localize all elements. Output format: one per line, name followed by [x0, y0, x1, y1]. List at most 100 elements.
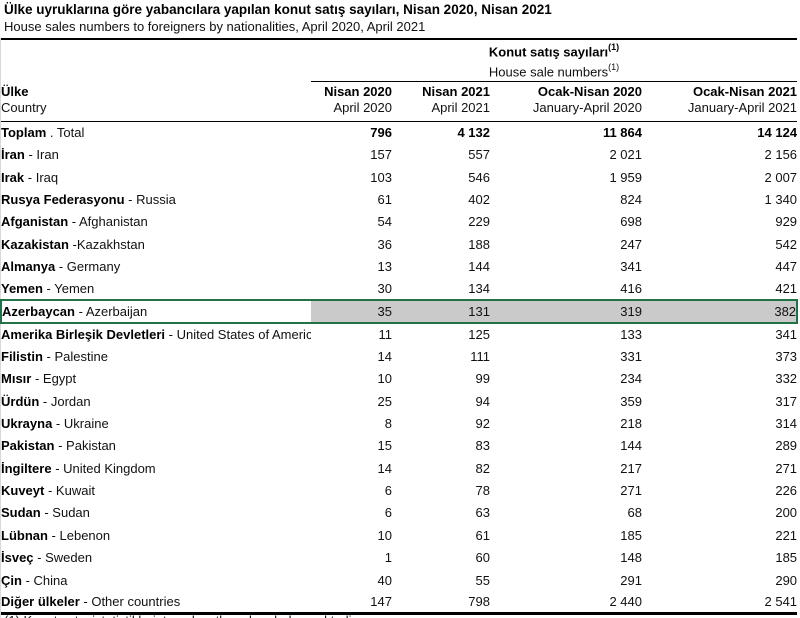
- country-cell[interactable]: Sudan - Sudan: [1, 502, 311, 524]
- table-row[interactable]: Pakistan - Pakistan 15 83 144 289: [1, 435, 797, 457]
- table-row[interactable]: Amerika Birleşik Devletleri - United Sta…: [1, 323, 797, 345]
- country-cell[interactable]: Pakistan - Pakistan: [1, 435, 311, 457]
- table-row[interactable]: Irak - Iraq 103 546 1 959 2 007: [1, 166, 797, 188]
- country-cell[interactable]: Almanya - Germany: [1, 256, 311, 278]
- value-cell-april-2020[interactable]: 10: [311, 524, 392, 546]
- table-row[interactable]: Sudan - Sudan 6 63 68 200: [1, 502, 797, 524]
- country-cell[interactable]: Çin - China: [1, 569, 311, 591]
- value-cell-jan-april-2021[interactable]: 382: [642, 299, 799, 324]
- value-cell-jan-april-2021[interactable]: 289: [642, 435, 797, 457]
- value-cell-jan-april-2021[interactable]: 542: [642, 233, 797, 255]
- table-row[interactable]: Kazakistan -Kazakhstan 36 188 247 542: [1, 233, 797, 255]
- table-row[interactable]: Diğer ülkeler - Other countries 147 798 …: [1, 591, 797, 613]
- value-cell-jan-april-2021[interactable]: 2 007: [642, 166, 798, 188]
- country-cell[interactable]: İsveç - Sweden: [1, 547, 311, 569]
- value-cell-jan-april-2021[interactable]: 373: [642, 345, 797, 367]
- value-cell-april-2020[interactable]: 796: [311, 121, 392, 143]
- value-cell-jan-april-2021[interactable]: 221: [642, 524, 797, 546]
- value-cell-jan-april-2021[interactable]: 226: [642, 479, 797, 501]
- value-cell-jan-april-2021[interactable]: 290: [642, 569, 797, 591]
- value-cell-jan-april-2021[interactable]: 2 156: [642, 144, 798, 166]
- value-cell-jan-april-2020[interactable]: 824: [490, 188, 642, 210]
- value-cell-jan-april-2020[interactable]: 2 440: [490, 591, 642, 613]
- value-cell-jan-april-2020[interactable]: 1 959: [490, 166, 642, 188]
- value-cell-jan-april-2020[interactable]: 319: [490, 299, 642, 324]
- value-cell-jan-april-2020[interactable]: 218: [490, 412, 642, 434]
- table-row[interactable]: Azerbaycan - Azerbaijan 35 131 319 382: [0, 299, 799, 324]
- table-row[interactable]: Yemen - Yemen 30 134 416 421: [1, 278, 797, 300]
- value-cell-april-2021[interactable]: 188: [392, 233, 490, 255]
- country-cell[interactable]: Ürdün - Jordan: [1, 390, 311, 412]
- country-cell[interactable]: Lübnan - Lebenon: [1, 524, 311, 546]
- value-cell-april-2020[interactable]: 103: [311, 166, 392, 188]
- value-cell-april-2020[interactable]: 61: [311, 188, 392, 210]
- value-cell-jan-april-2020[interactable]: 2 021: [490, 144, 642, 166]
- value-cell-april-2020[interactable]: 157: [311, 144, 392, 166]
- value-cell-april-2020[interactable]: 6: [311, 479, 392, 501]
- value-cell-april-2020[interactable]: 40: [311, 569, 392, 591]
- value-cell-april-2021[interactable]: 546: [392, 166, 490, 188]
- value-cell-jan-april-2021[interactable]: 314: [642, 412, 797, 434]
- value-cell-april-2020[interactable]: 11: [311, 323, 393, 345]
- country-cell[interactable]: Kuveyt - Kuwait: [1, 479, 311, 501]
- value-cell-jan-april-2020[interactable]: 234: [490, 367, 642, 389]
- value-cell-jan-april-2021[interactable]: 1 340: [642, 188, 798, 210]
- value-cell-april-2020[interactable]: 10: [311, 367, 392, 389]
- country-cell[interactable]: Irak - Iraq: [1, 166, 311, 188]
- value-cell-april-2021[interactable]: 99: [392, 367, 490, 389]
- value-cell-jan-april-2020[interactable]: 271: [490, 479, 642, 501]
- value-cell-april-2021[interactable]: 144: [392, 256, 490, 278]
- value-cell-april-2020[interactable]: 36: [311, 233, 392, 255]
- table-row[interactable]: Toplam . Total 796 4 132 11 864 14 124: [1, 121, 797, 143]
- value-cell-april-2020[interactable]: 25: [311, 390, 392, 412]
- country-cell[interactable]: İngiltere - United Kingdom: [1, 457, 311, 479]
- value-cell-jan-april-2020[interactable]: 148: [490, 547, 642, 569]
- table-row[interactable]: Rusya Federasyonu - Russia 61 402 824 1 …: [1, 188, 797, 210]
- table-row[interactable]: İran - Iran 157 557 2 021 2 156: [1, 144, 797, 166]
- country-cell[interactable]: Filistin - Palestine: [1, 345, 311, 367]
- value-cell-jan-april-2021[interactable]: 14 124: [642, 121, 797, 143]
- table-row[interactable]: Ürdün - Jordan 25 94 359 317: [1, 390, 797, 412]
- value-cell-april-2020[interactable]: 14: [311, 457, 392, 479]
- value-cell-april-2021[interactable]: 63: [392, 502, 490, 524]
- country-cell[interactable]: İran - Iran: [1, 144, 311, 166]
- value-cell-jan-april-2021[interactable]: 185: [642, 547, 797, 569]
- table-row[interactable]: İsveç - Sweden 1 60 148 185: [1, 547, 797, 569]
- table-row[interactable]: Almanya - Germany 13 144 341 447: [1, 256, 797, 278]
- value-cell-jan-april-2020[interactable]: 217: [490, 457, 642, 479]
- country-cell[interactable]: Rusya Federasyonu - Russia: [1, 188, 311, 210]
- value-cell-jan-april-2020[interactable]: 359: [490, 390, 642, 412]
- value-cell-jan-april-2020[interactable]: 68: [490, 502, 642, 524]
- table-row[interactable]: Ukrayna - Ukraine 8 92 218 314: [1, 412, 797, 434]
- value-cell-april-2020[interactable]: 6: [311, 502, 392, 524]
- value-cell-april-2021[interactable]: 83: [392, 435, 490, 457]
- country-cell[interactable]: Ukrayna - Ukraine: [1, 412, 311, 434]
- value-cell-jan-april-2020[interactable]: 247: [490, 233, 642, 255]
- value-cell-jan-april-2021[interactable]: 929: [642, 211, 797, 233]
- value-cell-april-2020[interactable]: 15: [311, 435, 392, 457]
- value-cell-april-2020[interactable]: 147: [311, 591, 392, 613]
- value-cell-april-2020[interactable]: 54: [311, 211, 392, 233]
- country-cell[interactable]: Kazakistan -Kazakhstan: [1, 233, 311, 255]
- country-cell[interactable]: Afganistan - Afghanistan: [1, 211, 311, 233]
- value-cell-jan-april-2021[interactable]: 200: [642, 502, 797, 524]
- value-cell-jan-april-2021[interactable]: 421: [642, 278, 797, 300]
- table-row[interactable]: Lübnan - Lebenon 10 61 185 221: [1, 524, 797, 546]
- value-cell-jan-april-2020[interactable]: 698: [490, 211, 642, 233]
- value-cell-april-2021[interactable]: 134: [392, 278, 490, 300]
- table-row[interactable]: Mısır - Egypt 10 99 234 332: [1, 367, 797, 389]
- value-cell-april-2020[interactable]: 35: [311, 299, 392, 324]
- table-row[interactable]: Çin - China 40 55 291 290: [1, 569, 797, 591]
- country-cell[interactable]: Azerbaycan - Azerbaijan: [0, 299, 311, 324]
- fill-handle[interactable]: [795, 322, 797, 323]
- value-cell-april-2021[interactable]: 78: [392, 479, 490, 501]
- value-cell-jan-april-2020[interactable]: 291: [490, 569, 642, 591]
- country-cell[interactable]: Mısır - Egypt: [1, 367, 311, 389]
- country-cell[interactable]: Yemen - Yemen: [1, 278, 311, 300]
- value-cell-april-2021[interactable]: 61: [392, 524, 490, 546]
- value-cell-jan-april-2020[interactable]: 144: [490, 435, 642, 457]
- value-cell-jan-april-2020[interactable]: 11 864: [490, 121, 642, 143]
- table-row[interactable]: Kuveyt - Kuwait 6 78 271 226: [1, 479, 797, 501]
- value-cell-jan-april-2020[interactable]: 331: [490, 345, 642, 367]
- value-cell-april-2020[interactable]: 13: [311, 256, 392, 278]
